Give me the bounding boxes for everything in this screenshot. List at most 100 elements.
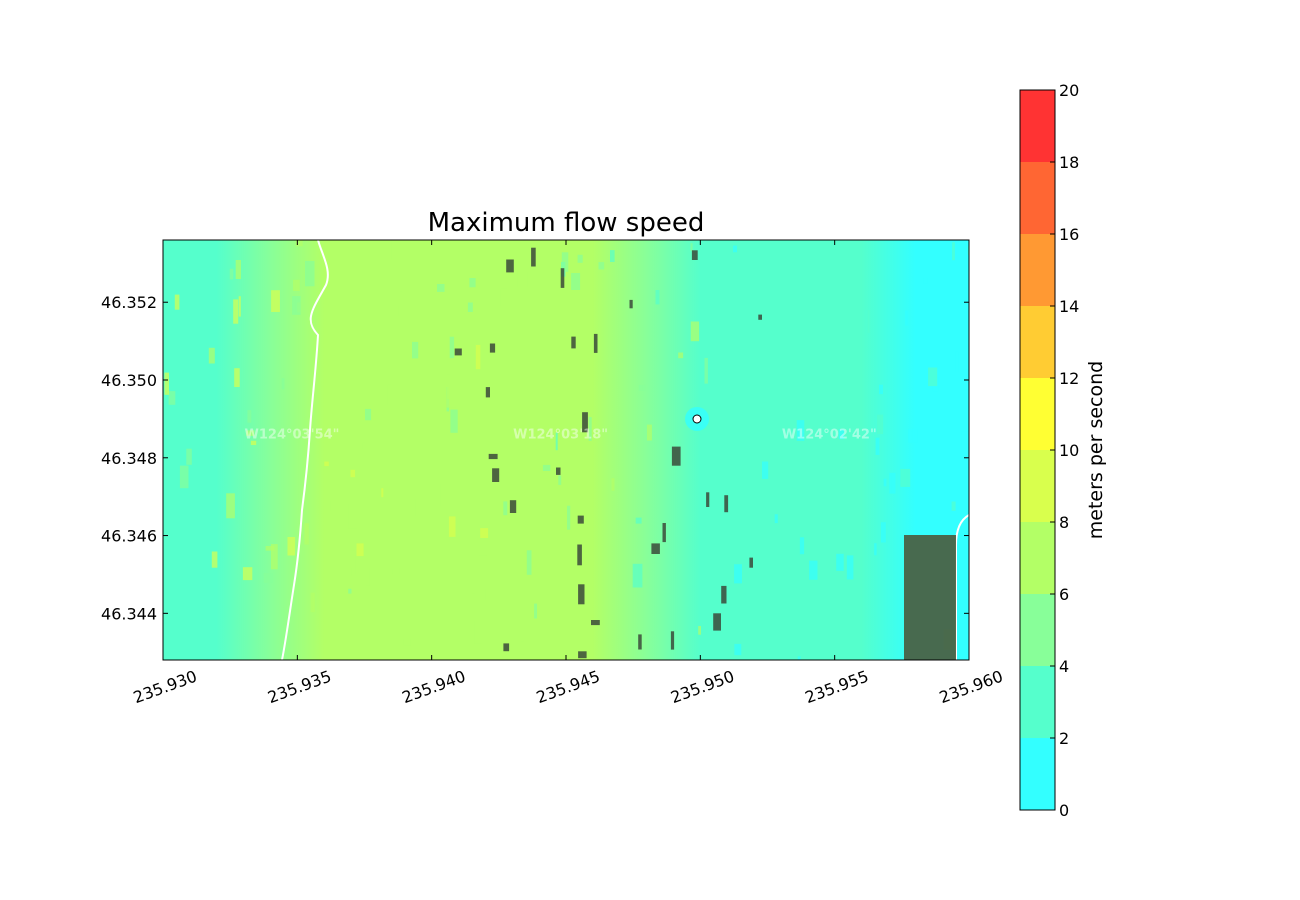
- speed-texture-streak: [867, 310, 870, 333]
- dry-cell: [560, 268, 565, 288]
- colorbar-tick-label: 0: [1059, 801, 1069, 820]
- speed-texture-streak: [246, 430, 255, 436]
- y-axis: 46.344 46.346 46.348 46.350 46.352: [101, 293, 969, 623]
- speed-texture-streak: [399, 291, 402, 300]
- chart-title: Maximum flow speed: [428, 208, 705, 238]
- speed-texture-streak: [350, 550, 356, 575]
- plot-area: W124°03'54" W124°03'18" W124°02'42" 235.93…: [101, 239, 1006, 707]
- dry-cell: [531, 247, 536, 267]
- colorbar-segments: [1020, 90, 1055, 810]
- colorbar-ticks: 0 2 4 6 8 10 12 14 16 18 20: [1050, 81, 1079, 820]
- speed-texture-streak: [280, 648, 284, 660]
- speed-texture-streak: [448, 516, 456, 537]
- x-tick-label: 235.955: [802, 667, 871, 707]
- speed-texture-streak: [846, 555, 854, 580]
- speed-texture-streak: [952, 242, 955, 261]
- speed-texture-streak: [263, 573, 273, 583]
- gauge-marker: [685, 407, 709, 431]
- speed-texture-streak: [446, 385, 457, 408]
- speed-texture-streak: [838, 429, 845, 440]
- speed-texture-streak: [526, 550, 532, 575]
- speed-texture-streak: [293, 279, 300, 291]
- dry-cell: [454, 348, 462, 356]
- colorbar: 0 2 4 6 8 10 12 14 16 18 20 meters per second: [1019, 81, 1107, 820]
- speed-texture-streak: [955, 351, 959, 373]
- speed-texture-streak: [961, 516, 965, 536]
- speed-texture-streak: [450, 409, 458, 433]
- speed-texture-streak: [403, 638, 411, 646]
- speed-texture-streak: [880, 522, 886, 543]
- y-tick-label: 46.352: [101, 293, 157, 312]
- speed-texture-streak: [387, 384, 392, 405]
- speed-texture-streak: [635, 517, 642, 524]
- speed-texture-streak: [638, 384, 646, 391]
- speed-texture-streak: [391, 240, 398, 260]
- speed-texture-streak: [475, 344, 481, 370]
- speed-texture-streak: [577, 254, 583, 263]
- speed-texture-streak: [797, 656, 801, 660]
- speed-texture-streak: [356, 543, 364, 557]
- speed-texture-streak: [250, 440, 257, 445]
- speed-texture-streak: [365, 408, 372, 421]
- speed-texture-streak: [698, 626, 701, 635]
- speed-texture-streak: [481, 588, 486, 601]
- speed-texture-streak: [534, 603, 537, 619]
- speed-texture-streak: [348, 503, 358, 529]
- speed-texture-streak: [774, 514, 778, 524]
- dry-cell: [503, 643, 510, 652]
- dry-cell: [577, 515, 584, 524]
- dry-cell: [706, 492, 710, 507]
- speed-texture-streak: [348, 588, 352, 594]
- dry-cell: [485, 387, 490, 398]
- speed-texture-streak: [744, 406, 754, 427]
- colorbar-segment: [1020, 594, 1055, 666]
- speed-texture-streak: [908, 429, 918, 443]
- colorbar-segment: [1020, 162, 1055, 234]
- x-tick-label: 235.960: [937, 667, 1006, 707]
- dry-cell: [556, 467, 561, 475]
- dry-cell: [721, 585, 727, 604]
- speed-texture-streak: [900, 468, 911, 487]
- speed-texture-streak: [632, 563, 643, 588]
- speed-texture-streak: [287, 537, 296, 556]
- speed-texture-streak: [304, 523, 309, 545]
- dry-cell: [578, 651, 587, 659]
- dry-cell: [571, 336, 576, 349]
- colorbar-tick-label: 12: [1059, 369, 1079, 388]
- speed-texture-streak: [229, 268, 234, 280]
- speed-texture-streak: [281, 378, 285, 390]
- speed-texture-streak: [310, 592, 315, 613]
- colorbar-segment: [1020, 522, 1055, 594]
- colorbar-segment: [1020, 234, 1055, 306]
- basemap-coordinate-label: W124°02'42": [782, 427, 877, 442]
- dry-cell: [578, 584, 585, 605]
- basemap-labels: W124°03'54" W124°03'18" W124°02'42": [245, 427, 877, 442]
- speed-texture-streak: [928, 367, 938, 387]
- speed-texture-streak: [242, 567, 253, 581]
- x-tick-label: 235.940: [399, 667, 468, 707]
- speed-texture-streak: [208, 347, 215, 364]
- speed-texture-streak: [752, 355, 763, 374]
- dry-cell: [582, 412, 588, 433]
- y-tick-label: 46.348: [101, 449, 157, 468]
- speed-texture-streak: [247, 410, 252, 423]
- speed-texture-streak: [567, 505, 571, 530]
- speed-texture-streak: [295, 240, 303, 247]
- dry-cell: [593, 333, 598, 353]
- speed-texture-streak: [265, 546, 275, 551]
- speed-texture-streak: [412, 341, 419, 359]
- y-tick-label: 46.350: [101, 371, 157, 390]
- speed-texture-streak: [690, 243, 693, 252]
- dry-cell: [509, 500, 517, 513]
- dry-cell: [492, 468, 500, 482]
- speed-texture-streak: [836, 553, 844, 571]
- colorbar-segment: [1020, 306, 1055, 378]
- speed-texture-streak: [344, 567, 352, 576]
- speed-texture-streak: [708, 630, 713, 651]
- speed-texture-streak: [211, 551, 218, 568]
- speed-texture-streak: [168, 391, 176, 405]
- colorbar-tick-label: 6: [1059, 585, 1069, 604]
- speed-texture-streak: [588, 417, 592, 441]
- speed-texture-streak: [467, 302, 473, 312]
- colorbar-tick-label: 18: [1059, 153, 1079, 172]
